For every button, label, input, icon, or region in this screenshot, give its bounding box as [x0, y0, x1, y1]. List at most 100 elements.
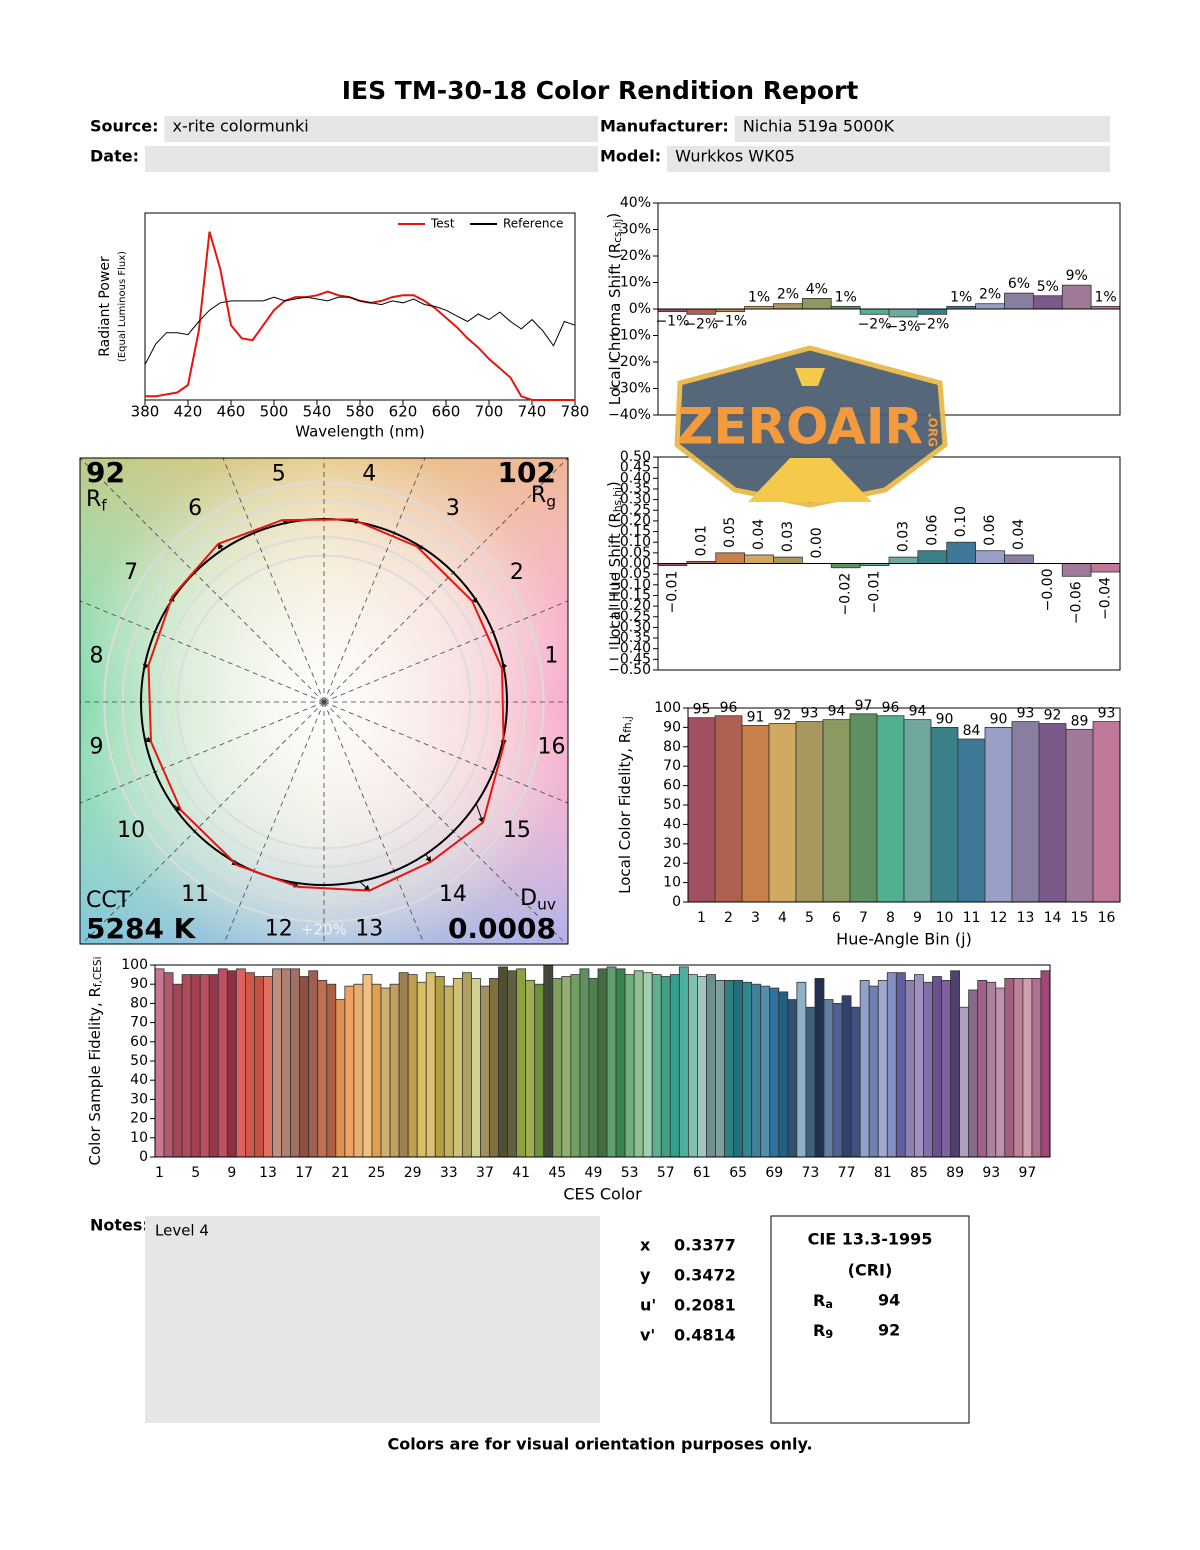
cri-value: 94	[878, 1291, 900, 1310]
footer-note: Colors are for visual orientation purpos…	[387, 1435, 812, 1454]
field-value: Wurkkos WK05	[675, 147, 795, 166]
value-label: 84	[963, 723, 981, 739]
bar	[744, 554, 774, 564]
bin-label: 3	[446, 496, 460, 521]
x-tick-label: 2	[724, 910, 733, 926]
vector-graphic	[80, 458, 568, 944]
y-tick-label: 0	[672, 894, 681, 910]
y-tick-label: −40%	[608, 407, 651, 423]
bar	[461, 972, 472, 1158]
x-tick-label: 460	[217, 403, 246, 421]
value-label: −2%	[915, 316, 949, 332]
y-axis-label-part: )	[604, 481, 622, 487]
value-label: 2%	[777, 287, 799, 303]
y-tick-label: 0.35	[620, 481, 651, 497]
y-tick-label: 0.05	[620, 545, 651, 561]
bar	[1022, 978, 1033, 1158]
cct-label: CCT	[86, 888, 131, 913]
bar	[886, 972, 897, 1158]
bar	[1038, 723, 1067, 903]
bar	[642, 972, 653, 1158]
bar	[805, 1006, 816, 1158]
x-tick-label: 93	[982, 1165, 1000, 1181]
y-tick-label: 0.25	[620, 502, 651, 518]
cri-label: R9	[813, 1321, 833, 1341]
x-tick-label: 420	[174, 403, 203, 421]
x-tick-label: 10	[936, 910, 954, 926]
value-label: 4%	[806, 281, 828, 297]
bin-boundary	[323, 600, 568, 703]
x-tick-label: 29	[404, 1165, 422, 1181]
bar	[217, 968, 228, 1158]
bar	[823, 999, 834, 1158]
x-tick-label: 5	[191, 1165, 200, 1181]
y-tick-label: 0.50	[620, 449, 651, 465]
value-label: 93	[801, 706, 819, 722]
x-tick-label: 1	[697, 910, 706, 926]
bar	[977, 979, 988, 1158]
value-label: 91	[747, 709, 765, 725]
bar	[1061, 284, 1092, 310]
y-axis-label-part: )	[604, 213, 622, 219]
bar	[957, 738, 986, 903]
bar	[859, 308, 890, 315]
value-label: 6%	[1008, 276, 1030, 292]
bar	[1061, 563, 1092, 577]
y-tick-label: 60	[130, 1034, 148, 1050]
x-tick-label: 9	[227, 1165, 236, 1181]
value-label: −0.06	[1069, 581, 1085, 624]
bar	[480, 985, 490, 1158]
x-tick-label: 11	[963, 910, 981, 926]
bar	[941, 979, 951, 1158]
bar	[651, 974, 662, 1158]
bar	[1032, 295, 1063, 310]
bar	[1040, 970, 1051, 1158]
bar	[778, 991, 789, 1158]
y-tick-label: −0.35	[608, 630, 651, 646]
bar	[888, 308, 919, 318]
cri-box	[770, 1215, 970, 1424]
field-label: Model:	[600, 147, 661, 166]
watermark-icon	[795, 368, 825, 386]
y-axis-label: Local Color Fidelity, Rfh,j	[616, 716, 635, 894]
value-label: 93	[1098, 706, 1116, 722]
field-value: Nichia 519a 5000K	[743, 117, 895, 136]
y-axis-label-part: fh,j	[622, 716, 634, 733]
y-tick-label: −0.20	[608, 598, 651, 614]
field-label: Source:	[90, 117, 159, 136]
field-box	[734, 116, 1110, 142]
chromaticity-label: u'	[640, 1296, 656, 1315]
bar	[733, 979, 744, 1158]
bar	[245, 972, 255, 1158]
bar	[841, 995, 852, 1158]
bar	[917, 550, 948, 564]
x-axis-label: Wavelength (nm)	[295, 423, 425, 441]
y-axis-label: Local Chroma Shift (Rcs,hj)	[604, 213, 624, 405]
bin-label: 5	[272, 461, 286, 486]
y-axis-label-part: Color Sample Fidelity, R	[86, 987, 104, 1165]
bar	[795, 721, 824, 903]
x-tick-label: 33	[440, 1165, 458, 1181]
bar	[344, 985, 355, 1158]
plot-frame	[154, 964, 1051, 1158]
y-tick-label: 0.10	[620, 534, 651, 550]
shift-arrow	[475, 803, 485, 824]
x-tick-label: 89	[946, 1165, 964, 1181]
field-label: Date:	[90, 147, 139, 166]
y-tick-label: 50	[130, 1053, 148, 1069]
bar	[946, 541, 977, 564]
x-tick-label: 13	[259, 1165, 277, 1181]
bar	[814, 978, 825, 1158]
bar	[877, 979, 888, 1158]
value-label: −3%	[886, 319, 920, 335]
report-title: IES TM-30-18 Color Rendition Report	[342, 76, 859, 105]
y-tick-label: 20	[130, 1111, 148, 1127]
bin-label: 12	[265, 917, 293, 942]
bar	[787, 999, 798, 1158]
bar	[1011, 721, 1040, 903]
bar	[615, 968, 626, 1158]
x-tick-label: 9	[913, 910, 922, 926]
bar	[172, 983, 183, 1158]
bin-boundary	[323, 701, 567, 944]
